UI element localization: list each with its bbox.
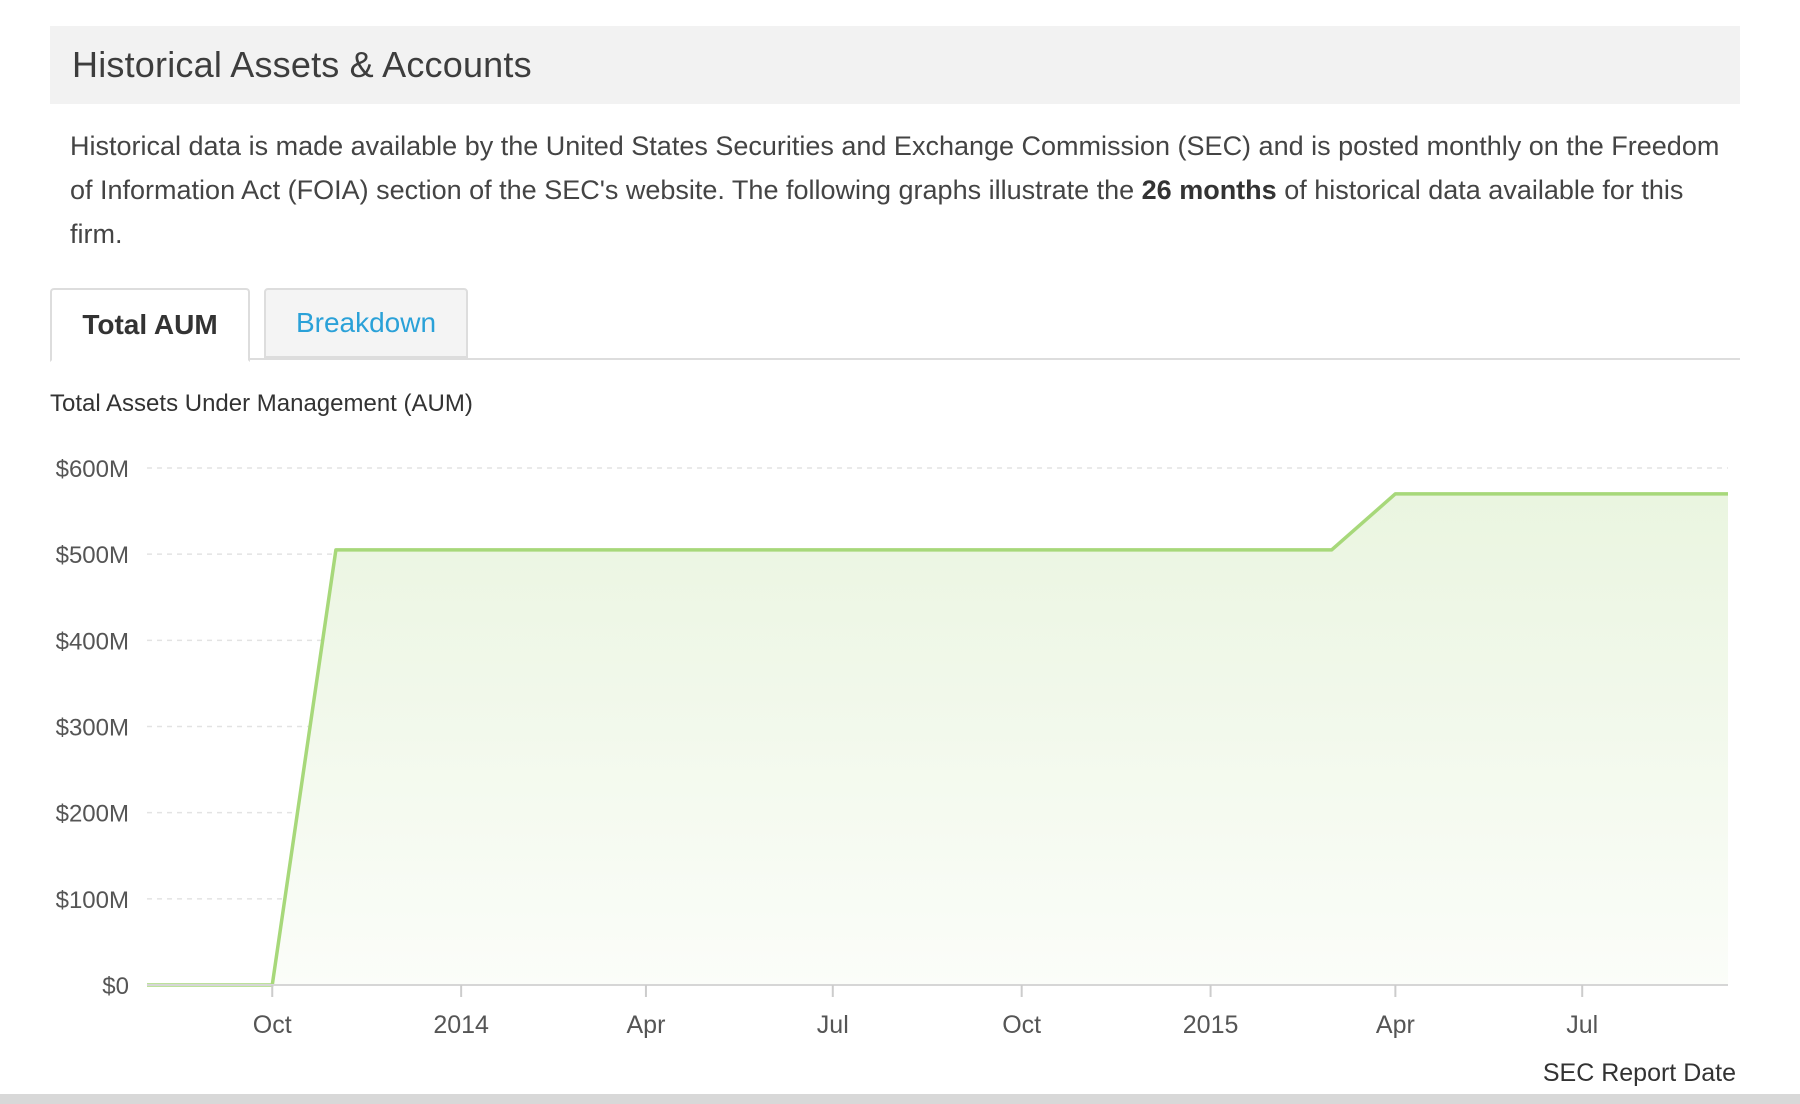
x-tick-label: Oct <box>253 1011 292 1039</box>
tab-total-aum[interactable]: Total AUM <box>50 288 250 362</box>
intro-paragraph: Historical data is made available by the… <box>70 124 1730 256</box>
y-axis: $0 $100M $200M $300M $400M $500M $600M <box>56 456 129 1000</box>
intro-months-count: 26 months <box>1141 175 1277 205</box>
y-tick-label: $0 <box>102 973 129 1000</box>
y-tick-label: $600M <box>56 456 129 483</box>
x-tick-label: Jul <box>817 1011 849 1039</box>
tab-breakdown[interactable]: Breakdown <box>264 288 468 358</box>
y-tick-label: $100M <box>56 887 129 914</box>
y-tick-label: $200M <box>56 801 129 828</box>
y-tick-label: $500M <box>56 542 129 569</box>
x-tick-label: Jul <box>1566 1011 1598 1039</box>
x-tick-label: Apr <box>1376 1011 1415 1039</box>
x-axis-title: SEC Report Date <box>1543 1059 1736 1087</box>
x-tick-label: 2014 <box>433 1011 489 1039</box>
intro-text-part2: of historical data available for this fi… <box>70 175 1684 249</box>
y-tick-label: $300M <box>56 715 129 742</box>
section-header: Historical Assets & Accounts <box>50 26 1740 104</box>
x-tick-label: 2015 <box>1183 1011 1239 1039</box>
window-bottom-edge <box>0 1094 1800 1104</box>
series-area-fill <box>147 493 1728 985</box>
x-tick-label: Apr <box>626 1011 665 1039</box>
section-title: Historical Assets & Accounts <box>72 44 532 85</box>
y-tick-label: $400M <box>56 628 129 655</box>
tab-bar: Total AUM Breakdown <box>50 288 1740 362</box>
x-axis: Oct 2014 Apr Jul Oct 2015 Apr Jul <box>147 984 1728 1039</box>
series-area <box>147 492 1728 987</box>
intro-text-part1: Historical data is made available by the… <box>70 131 1720 205</box>
chart-title: Total Assets Under Management (AUM) <box>50 390 473 417</box>
x-tick-label: Oct <box>1002 1011 1041 1039</box>
